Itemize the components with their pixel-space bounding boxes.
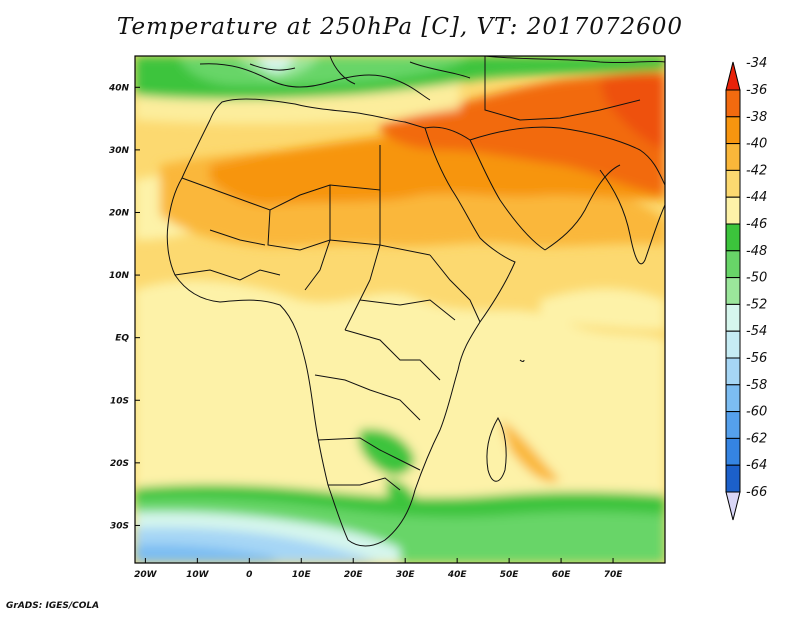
colorbar-label: -48 (746, 244, 767, 259)
colorbar-segment (725, 250, 741, 279)
lat-tick-label: 30N (109, 146, 130, 156)
credit-label: GrADS: IGES/COLA (6, 601, 100, 611)
colorbar-segment (725, 330, 741, 359)
colorbar-label: -42 (746, 163, 767, 178)
colorbar-segment (725, 116, 741, 145)
colorbar-segment (725, 223, 741, 252)
longitude-axis: 20W 10W 0 10E 20E 30E 40E 50E 60E 70E (134, 558, 623, 580)
lat-tick-label: 20S (110, 459, 129, 469)
colorbar-segment (725, 169, 741, 198)
colorbar-label: -50 (746, 271, 767, 286)
lat-tick-label: EQ (115, 334, 129, 344)
lon-tick-label: 70E (604, 570, 624, 580)
lon-tick-label: 30E (396, 570, 416, 580)
colorbar-segment (725, 89, 741, 118)
colorbar-top-arrow (725, 61, 741, 91)
coastlines (166, 56, 665, 547)
lat-tick-label: 30S (110, 521, 129, 531)
lat-tick-label: 10N (109, 271, 130, 281)
map-frame (134, 55, 666, 564)
colorbar-bottom-arrow (725, 491, 741, 521)
colorbar-segment (725, 303, 741, 332)
colorbar-segment (725, 437, 741, 466)
colorbar-label: -64 (746, 458, 767, 473)
lat-tick-label: 40N (108, 83, 130, 93)
colorbar: -34 -36 -38 -40 -42 -44 -46 -48 -50 -52 -54 -56 -58 -… (725, 56, 767, 521)
colorbar-label: -46 (746, 217, 767, 232)
latitude-axis: 40N 30N 20N 10N EQ 10S 20S 30S (108, 83, 140, 531)
colorbar-segment (725, 464, 741, 493)
lon-tick-label: 60E (552, 570, 572, 580)
colorbar-segment (725, 384, 741, 413)
colorbar-label: -40 (746, 137, 767, 152)
colorbar-label: -56 (746, 351, 767, 366)
colorbar-label: -66 (746, 485, 767, 500)
lon-tick-label: 10E (292, 570, 312, 580)
lon-tick-label: 10W (186, 570, 210, 580)
lon-tick-label: 50E (500, 570, 520, 580)
lon-tick-label: 20W (134, 570, 158, 580)
colorbar-label: -58 (746, 378, 767, 393)
colorbar-label: -36 (746, 83, 767, 98)
lat-tick-label: 20N (109, 208, 130, 218)
colorbar-label: -60 (746, 405, 767, 420)
colorbar-segment (725, 411, 741, 439)
lon-tick-label: 20E (344, 570, 364, 580)
lon-tick-label: 0 (246, 570, 252, 580)
lon-tick-label: 40E (447, 570, 468, 580)
colorbar-segment (725, 357, 741, 386)
colorbar-label: -54 (746, 324, 767, 339)
map-title: Temperature at 250hPa [C], VT: 201707260… (116, 14, 684, 40)
colorbar-segment (725, 277, 741, 305)
colorbar-label: -38 (746, 110, 767, 125)
colorbar-segment (725, 143, 741, 171)
colorbar-label: -34 (746, 56, 767, 71)
temperature-field (135, 56, 665, 563)
colorbar-label: -44 (746, 190, 767, 205)
colorbar-segment (725, 196, 741, 225)
colorbar-label: -62 (746, 431, 767, 446)
colorbar-label: -52 (746, 297, 767, 312)
lat-tick-label: 10S (110, 396, 129, 406)
